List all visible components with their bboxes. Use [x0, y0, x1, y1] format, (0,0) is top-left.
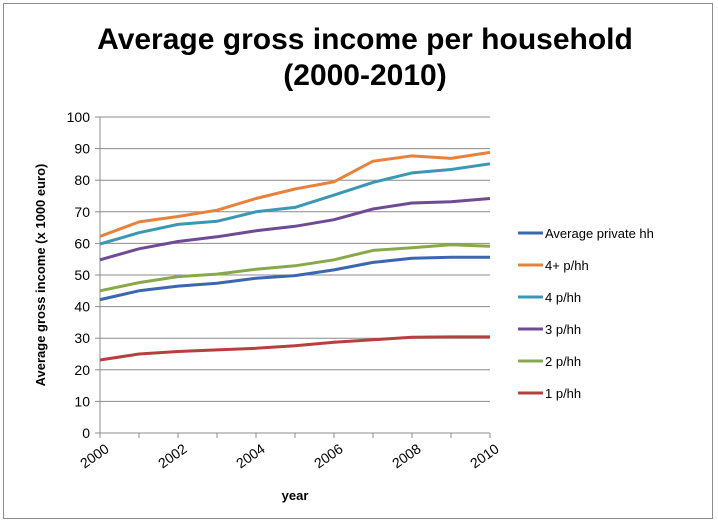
chart-title-line1: Average gross income per household — [97, 23, 633, 56]
series-line — [99, 197, 491, 262]
y-tick-labels: 0 10 20 30 40 50 60 70 80 90 100 — [67, 109, 91, 441]
series-line — [99, 335, 490, 362]
axes — [95, 116, 491, 438]
x-tick-label: 2004 — [233, 440, 268, 471]
series-line — [99, 255, 490, 302]
y-tick-label: 60 — [74, 235, 90, 251]
x-tick-label: 2010 — [467, 440, 502, 471]
legend-label: 2 p/hh — [545, 354, 581, 369]
y-tick-label: 100 — [67, 109, 91, 125]
y-tick-label: 20 — [74, 362, 90, 378]
y-tick-label: 40 — [74, 299, 90, 315]
x-tick-label: 2008 — [389, 440, 424, 471]
gridlines — [100, 116, 490, 402]
y-tick-label: 0 — [82, 425, 90, 441]
legend-label: Average private hh — [545, 226, 654, 241]
x-axis-label: year — [282, 488, 309, 503]
legend-label: 4 p/hh — [545, 290, 581, 305]
legend-label: 3 p/hh — [545, 322, 581, 337]
series-line — [99, 162, 491, 246]
series-line — [99, 150, 491, 238]
y-tick-label: 70 — [74, 204, 90, 220]
y-tick-label: 10 — [74, 393, 90, 409]
chart-title-line2: (2000-2010) — [283, 59, 447, 92]
x-tick-label: 2006 — [311, 440, 346, 471]
legend-label: 1 p/hh — [545, 386, 581, 401]
x-tick-label: 2000 — [77, 440, 112, 471]
y-tick-label: 90 — [74, 141, 90, 157]
y-tick-label: 80 — [74, 172, 90, 188]
legend: Average private hh 4+ p/hh 4 p/hh 3 p/hh 2 p… — [518, 226, 654, 401]
x-tick-labels: 2000 2002 2004 2006 2008 2010 — [77, 440, 502, 471]
series-lines — [99, 150, 491, 362]
y-tick-label: 30 — [74, 330, 90, 346]
legend-label: 4+ p/hh — [545, 258, 589, 273]
y-tick-label: 50 — [74, 267, 90, 283]
y-axis-label: Average gross income (x 1000 euro) — [33, 164, 48, 387]
series-line — [99, 243, 491, 293]
x-tick-label: 2002 — [155, 440, 190, 471]
